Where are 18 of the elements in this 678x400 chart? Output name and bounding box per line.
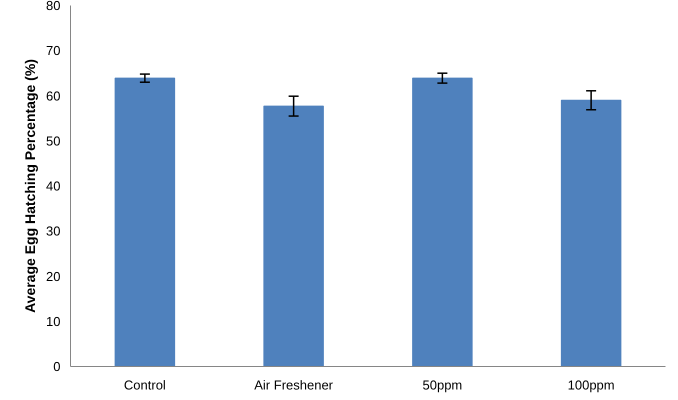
x-tick-label: 100ppm (568, 378, 615, 392)
y-tick-label: 30 (46, 224, 61, 239)
x-tick-label: 50ppm (422, 378, 462, 392)
y-tick-label: 10 (46, 314, 61, 329)
bar (114, 78, 176, 366)
y-tick-label: 60 (46, 88, 61, 104)
y-tick-label: 80 (46, 0, 61, 13)
y-tick-label: 50 (46, 133, 61, 148)
y-tick-label: 0 (53, 359, 61, 374)
y-tick-label: 70 (46, 43, 61, 58)
x-tick-label: Control (124, 378, 166, 392)
y-axis-title: Average Egg Hatching Percentage (%) (22, 59, 38, 313)
bar (263, 106, 324, 366)
bar (560, 100, 622, 366)
bar (412, 78, 473, 366)
x-tick-label: Air Freshener (254, 378, 334, 392)
y-tick-label: 40 (46, 178, 61, 194)
y-tick-label: 20 (46, 268, 61, 284)
